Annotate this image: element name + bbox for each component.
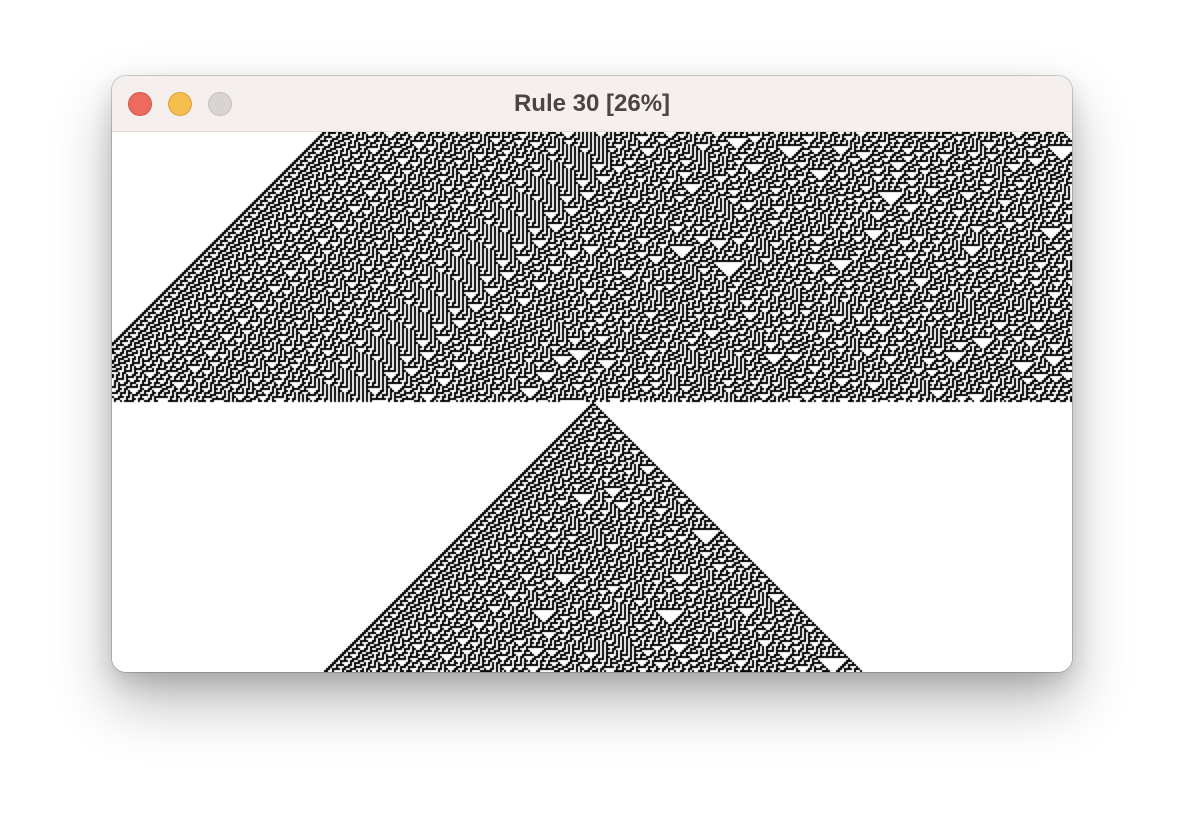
automaton-view <box>112 132 1072 672</box>
zoom-button[interactable] <box>208 92 232 116</box>
app-window: Rule 30 [26%] <box>112 76 1072 672</box>
rule-30-canvas <box>112 132 1072 672</box>
title-bar[interactable]: Rule 30 [26%] <box>112 76 1072 132</box>
close-button[interactable] <box>128 92 152 116</box>
minimize-button[interactable] <box>168 92 192 116</box>
window-title: Rule 30 [26%] <box>513 90 671 117</box>
